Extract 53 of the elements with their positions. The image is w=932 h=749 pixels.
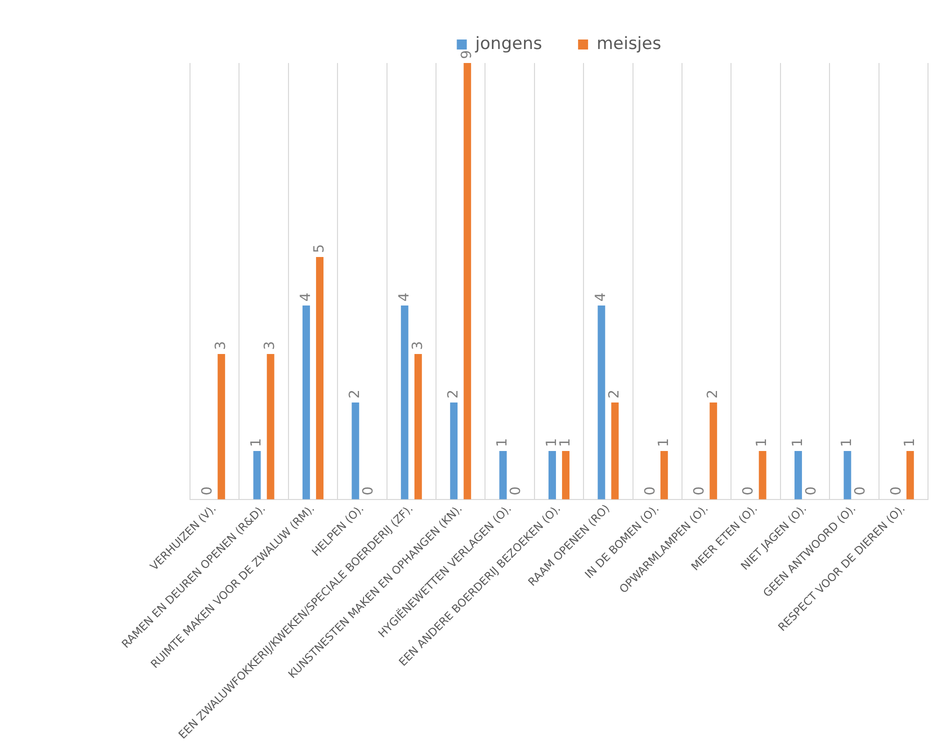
bar <box>906 450 914 500</box>
bar <box>400 305 408 500</box>
bar <box>548 450 556 500</box>
data-label: 0 <box>888 486 904 496</box>
data-label: 2 <box>347 390 364 398</box>
data-label: 2 <box>606 390 623 398</box>
bar <box>414 354 422 500</box>
bar <box>218 354 226 500</box>
data-label: 0 <box>508 486 524 496</box>
bar <box>794 450 802 500</box>
bar <box>660 450 668 500</box>
data-label: 1 <box>656 438 672 447</box>
data-label: 0 <box>642 486 658 496</box>
data-label: 0 <box>803 486 820 496</box>
data-label: 9 <box>459 50 476 59</box>
legend-label: jongens <box>474 34 542 54</box>
bar <box>499 450 507 500</box>
data-label: 3 <box>410 341 426 350</box>
data-label: 1 <box>754 438 770 447</box>
data-label: 2 <box>705 390 722 398</box>
bar <box>844 450 852 500</box>
data-label: 1 <box>790 438 806 447</box>
data-label: 0 <box>199 486 216 496</box>
data-label: 4 <box>298 292 314 302</box>
data-label: 0 <box>691 486 708 496</box>
data-label: 0 <box>740 486 757 496</box>
data-label: 2 <box>445 390 462 398</box>
data-label: 1 <box>248 438 265 447</box>
data-label: 1 <box>494 438 511 447</box>
bar <box>352 402 360 500</box>
bar <box>302 305 310 500</box>
data-label: 5 <box>311 244 328 253</box>
data-label: 1 <box>557 438 574 447</box>
data-label: 0 <box>852 486 869 496</box>
legend-label: meisjes <box>596 34 662 54</box>
data-label: 4 <box>396 292 412 302</box>
data-label: 3 <box>262 341 278 350</box>
bar <box>450 402 458 500</box>
bar <box>266 354 274 500</box>
bar <box>464 63 472 500</box>
data-label: 1 <box>544 438 560 447</box>
bar <box>598 305 606 500</box>
data-label: 1 <box>902 438 918 447</box>
bar <box>253 450 261 500</box>
data-label: 3 <box>213 341 230 350</box>
data-label: 1 <box>839 438 856 447</box>
bar <box>562 450 570 500</box>
data-label: 0 <box>360 486 377 496</box>
bar <box>758 450 766 500</box>
bar <box>710 402 718 500</box>
data-label: 4 <box>593 292 610 302</box>
bar <box>316 256 324 500</box>
bar <box>611 402 619 500</box>
